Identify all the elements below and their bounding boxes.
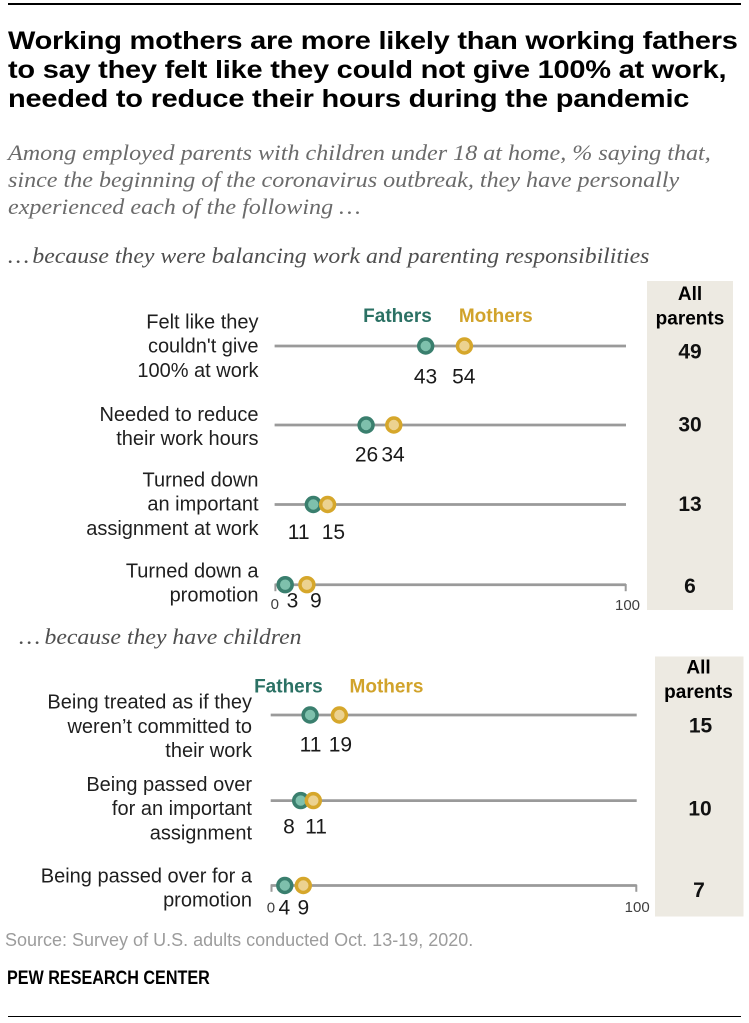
svg-text:an important: an important (147, 494, 259, 516)
svg-text:43: 43 (414, 366, 437, 389)
svg-text:26: 26 (355, 443, 378, 466)
svg-text:54: 54 (452, 366, 476, 389)
svg-text:Mothers: Mothers (350, 677, 424, 698)
svg-text:10: 10 (688, 798, 711, 821)
svg-text:4: 4 (278, 896, 290, 919)
svg-text:19: 19 (329, 734, 352, 757)
svg-text:their work: their work (165, 740, 253, 762)
svg-text:11: 11 (305, 815, 327, 838)
svg-text:49: 49 (678, 340, 701, 363)
svg-text:promotion: promotion (170, 585, 259, 607)
svg-text:weren’t committed to: weren’t committed to (66, 716, 252, 738)
svg-text:11: 11 (300, 734, 322, 757)
svg-text:100% at work: 100% at work (137, 360, 259, 382)
svg-text:8: 8 (283, 815, 295, 838)
svg-text:0: 0 (267, 899, 275, 916)
svg-text:All: All (678, 284, 702, 305)
svg-text:Being passed over for a: Being passed over for a (41, 865, 253, 887)
svg-text:assignment: assignment (150, 822, 253, 844)
svg-text:All: All (686, 658, 710, 679)
svg-text:for an important: for an important (112, 798, 253, 820)
svg-text:Mothers: Mothers (459, 306, 533, 327)
svg-text:Turned down: Turned down (143, 470, 259, 492)
svg-text:11: 11 (288, 521, 310, 544)
svg-text:Fathers: Fathers (363, 306, 432, 327)
svg-text:15: 15 (322, 521, 345, 544)
svg-text:promotion: promotion (163, 890, 252, 912)
svg-text:parents: parents (656, 308, 725, 329)
svg-text:Fathers: Fathers (254, 677, 323, 698)
svg-text:parents: parents (664, 682, 733, 703)
svg-text:Turned down a: Turned down a (126, 560, 260, 582)
svg-text:6: 6 (684, 575, 696, 598)
svg-text:Being passed over: Being passed over (86, 774, 252, 796)
svg-text:30: 30 (678, 413, 701, 436)
svg-text:assignment at work: assignment at work (86, 518, 259, 540)
svg-text:34: 34 (381, 443, 405, 466)
svg-text:9: 9 (310, 589, 322, 612)
svg-text:their work hours: their work hours (116, 428, 258, 450)
svg-text:3: 3 (287, 589, 299, 612)
svg-text:Needed to reduce: Needed to reduce (99, 404, 258, 426)
svg-text:100: 100 (625, 899, 650, 916)
svg-text:Being treated as if they: Being treated as if they (47, 692, 252, 714)
svg-text:13: 13 (678, 493, 701, 516)
svg-text:15: 15 (689, 715, 713, 738)
svg-text:9: 9 (297, 896, 309, 919)
svg-text:couldn't give: couldn't give (148, 336, 259, 358)
svg-text:7: 7 (693, 879, 705, 902)
svg-text:100: 100 (615, 597, 640, 614)
svg-text:Felt like they: Felt like they (146, 311, 258, 333)
svg-text:0: 0 (271, 596, 279, 613)
